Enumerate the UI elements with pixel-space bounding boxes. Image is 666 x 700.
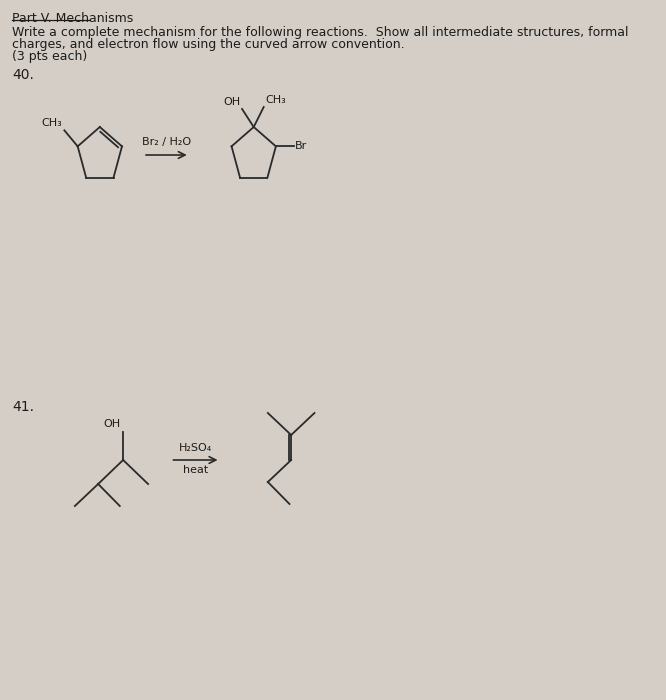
Text: OH: OH [223, 97, 240, 107]
Text: CH₃: CH₃ [41, 118, 62, 128]
Text: OH: OH [103, 419, 121, 429]
Text: Part V. Mechanisms: Part V. Mechanisms [13, 12, 134, 25]
Text: 41.: 41. [13, 400, 35, 414]
Text: (3 pts each): (3 pts each) [13, 50, 88, 63]
Text: CH₃: CH₃ [265, 95, 286, 105]
Text: Br₂ / H₂O: Br₂ / H₂O [142, 137, 191, 147]
Text: 40.: 40. [13, 68, 35, 82]
Text: heat: heat [183, 465, 208, 475]
Text: H₂SO₄: H₂SO₄ [179, 443, 212, 453]
Text: Br: Br [295, 141, 307, 151]
Text: Write a complete mechanism for the following reactions.  Show all intermediate s: Write a complete mechanism for the follo… [13, 26, 629, 39]
Text: charges, and electron flow using the curved arrow convention.: charges, and electron flow using the cur… [13, 38, 405, 51]
